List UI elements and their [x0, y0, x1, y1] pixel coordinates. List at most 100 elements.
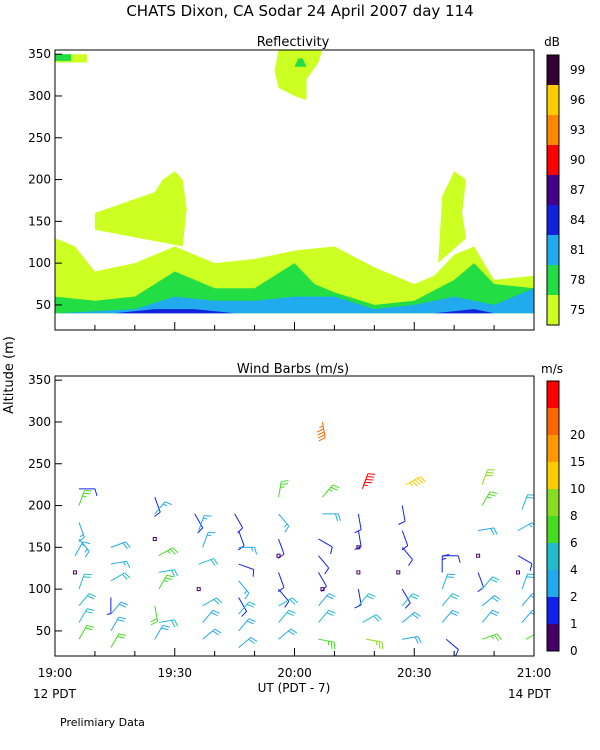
wind-barb: [354, 513, 362, 534]
wind-barb: [154, 497, 161, 517]
colorbar-frame: [546, 380, 560, 652]
y-tick-label: 150: [28, 214, 51, 228]
wind-barb: [361, 473, 376, 490]
colorbar-label: 6: [570, 536, 578, 550]
wind-barb: [521, 573, 534, 590]
x-axis-label: UT (PDT - 7): [258, 681, 331, 695]
wind-barb: [517, 522, 534, 532]
wind-barb: [202, 597, 223, 607]
wind-colorbar: 0 1 2 4 6 8 10 15 20: [546, 380, 585, 658]
x-tick-label: 19:30: [157, 666, 192, 680]
colorbar-label: 0: [570, 644, 578, 658]
wind-barb: [158, 569, 179, 577]
wind-barb: [481, 609, 500, 623]
wind-barb: [401, 588, 411, 609]
colorbar-label: 96: [570, 93, 585, 107]
colorbar-label: 75: [570, 303, 585, 317]
wind-barb: [238, 546, 258, 555]
wind-barb: [517, 555, 533, 571]
reflectivity-region: [274, 50, 323, 101]
wind-barbs-title: Wind Barbs (m/s): [237, 362, 349, 377]
right-time-note: 14 PDT: [508, 687, 552, 701]
y-tick-label: 200: [28, 173, 51, 187]
wind-barb: [396, 570, 401, 575]
colorbar-swatch: [547, 543, 559, 570]
wind-barb: [445, 638, 459, 656]
colorbar-swatch: [547, 624, 559, 651]
wind-barb: [78, 624, 95, 640]
reflectivity-region: [94, 171, 187, 247]
wind-barb: [78, 490, 92, 506]
wind-barb: [238, 636, 258, 649]
wind-barb: [278, 513, 290, 533]
colorbar-swatch: [547, 516, 559, 543]
colorbar-swatch: [547, 381, 559, 408]
wind-barb: [316, 421, 326, 442]
colorbar-swatch: [547, 570, 559, 597]
wind-barb: [198, 558, 219, 566]
wind-barb: [401, 593, 420, 607]
wind-barb: [278, 609, 296, 623]
wind-barb: [521, 494, 534, 510]
colorbar-swatch: [547, 408, 559, 435]
wind-barb: [521, 593, 534, 607]
wind-barb: [366, 638, 384, 650]
wind-barb: [78, 488, 98, 496]
wind-barb: [322, 484, 340, 498]
wind-barb: [398, 505, 406, 525]
wind-barb: [521, 609, 534, 623]
x-tick-label: 20:30: [397, 666, 432, 680]
wind-barb: [276, 553, 281, 558]
wind-barb: [74, 541, 91, 556]
wind-barb: [238, 597, 248, 617]
left-time-note: 12 PDT: [33, 687, 77, 701]
wind-barb: [278, 588, 290, 608]
wind-barb: [202, 609, 220, 623]
reflectivity-colorbar-unit: dB: [544, 35, 560, 49]
wind-barb: [401, 547, 413, 566]
colorbar-label: 2: [570, 590, 578, 604]
y-tick-label: 50: [36, 298, 51, 312]
y-tick-label: 150: [28, 540, 51, 554]
wind-barb: [402, 636, 422, 644]
colorbar-frame: [546, 54, 560, 326]
wind-barb: [154, 624, 170, 640]
wind-barb: [78, 593, 97, 607]
wind-barbs-plot-area: [72, 421, 534, 656]
colorbar-label: 78: [570, 273, 585, 287]
wind-barb: [318, 555, 330, 575]
y-tick-label: 300: [28, 415, 51, 429]
wind-barb: [238, 618, 256, 632]
wind-barb: [238, 601, 256, 615]
wind-barb: [158, 619, 179, 628]
wind-barb: [158, 547, 179, 557]
colorbar-label: 10: [570, 482, 585, 496]
wind-barb: [154, 501, 172, 515]
y-tick-label: 350: [28, 47, 51, 61]
colorbar-swatch: [547, 489, 559, 516]
y-tick-label: 50: [36, 624, 51, 638]
colorbar-swatch: [547, 55, 559, 85]
wind-colorbar-unit: m/s: [541, 362, 563, 376]
y-tick-label: 100: [28, 256, 51, 270]
colorbar-swatch: [547, 175, 559, 205]
colorbar-label: 99: [570, 63, 585, 77]
wind-barb: [278, 628, 298, 640]
x-tick-label: 20:00: [277, 666, 312, 680]
wind-barb: [238, 580, 250, 600]
wind-barb: [110, 541, 131, 550]
colorbar-label: 1: [570, 617, 578, 631]
wind-barb: [476, 553, 481, 558]
wind-barb: [481, 595, 501, 607]
colorbar-swatch: [547, 462, 559, 489]
wind-barb: [406, 476, 426, 487]
wind-barb: [277, 538, 285, 559]
y-tick-label: 200: [28, 499, 51, 513]
wind-barb: [481, 469, 495, 485]
wind-barb: [356, 570, 361, 575]
wind-barb: [441, 593, 460, 607]
y-tick-label: 250: [28, 457, 51, 471]
wind-barb: [318, 609, 336, 623]
wind-barb: [357, 593, 376, 607]
